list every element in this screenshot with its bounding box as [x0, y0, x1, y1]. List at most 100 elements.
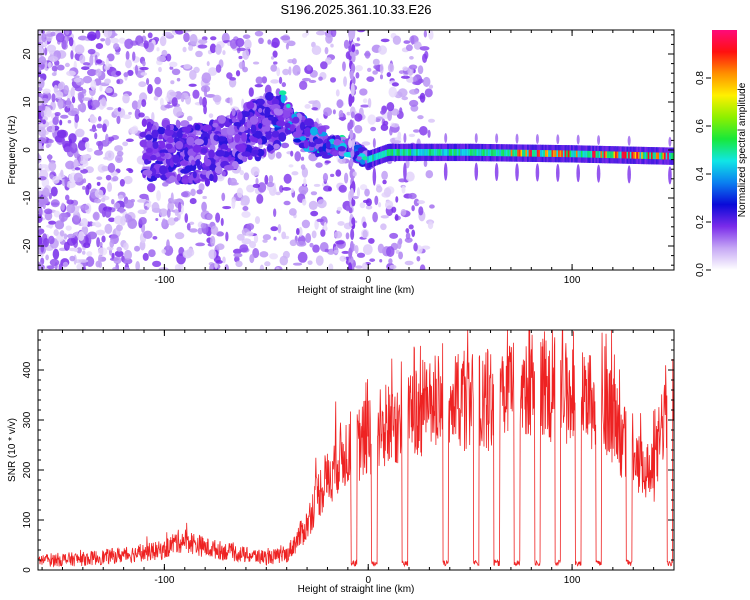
spectrogram-cell — [246, 101, 255, 110]
spectrogram-cell — [96, 237, 101, 248]
spectrogram-cell — [283, 173, 292, 184]
spectrogram-cell — [112, 175, 119, 182]
spectrogram-cell — [422, 149, 426, 156]
spectrogram-cell — [321, 154, 332, 159]
spectrogram-cell — [410, 35, 415, 46]
spectrogram-cell — [250, 137, 259, 143]
spectrogram-cell — [618, 151, 621, 159]
spectrogram-cell — [159, 149, 169, 154]
spectrogram-cell — [350, 82, 355, 97]
spectrogram-cell — [40, 110, 45, 118]
spectrogram-cell — [249, 115, 259, 125]
spectrogram-cell — [165, 143, 173, 150]
spectrogram-cell — [602, 151, 605, 158]
spectrogram-cell — [66, 97, 71, 109]
spectrogram-cell — [38, 186, 44, 192]
spectrogram-cell — [194, 138, 205, 146]
spectrogram-cell — [336, 206, 343, 212]
spectrogram-cell — [95, 229, 106, 236]
spectrogram-cell — [299, 80, 308, 91]
spectrogram-cell — [261, 76, 268, 84]
spectrogram-cell — [162, 181, 169, 187]
spectrogram-cell — [241, 210, 251, 218]
spectrogram-cell — [304, 104, 311, 109]
spectrogram-cell — [413, 198, 420, 207]
spectrogram-cell — [283, 200, 291, 206]
spectrogram-cell — [51, 124, 55, 133]
spectrogram-cell — [400, 75, 410, 79]
spectrogram-cell — [59, 119, 63, 126]
spectrogram-cell — [308, 79, 317, 84]
spectrogram-cell — [264, 106, 270, 117]
spectrogram-cell — [235, 37, 245, 48]
spectrogram-cell — [396, 149, 400, 156]
spectrogram-cell — [122, 257, 133, 265]
spectrogram-cell — [562, 150, 566, 158]
spectrogram-cell — [204, 158, 212, 167]
spectrogram-cell — [123, 72, 129, 78]
spectrogram-cell — [387, 63, 395, 73]
spectrogram-cell — [74, 167, 81, 171]
spectrogram-cell — [114, 145, 123, 152]
spectrogram-cell — [101, 165, 110, 172]
spectrogram-cell — [110, 37, 120, 44]
spectrogram-cell — [405, 171, 415, 182]
spectrogram-cell — [73, 77, 82, 83]
spectrogram-cell — [349, 157, 354, 167]
spectrogram-cell — [421, 149, 424, 156]
spectrogram-cell — [154, 173, 161, 178]
spectrogram-cell — [141, 118, 147, 127]
spectrogram-cell — [417, 65, 424, 75]
spectrogram-cell — [422, 53, 428, 64]
spectrogram-cell — [53, 229, 59, 237]
spectrogram-cell — [531, 149, 535, 157]
spectrogram-cell — [180, 120, 190, 128]
spectrogram-cell — [386, 72, 392, 78]
spectrogram-cell — [631, 151, 634, 159]
spectrogram-cell — [38, 231, 43, 236]
spectrogram-cell — [116, 246, 123, 252]
spectrogram-cell — [168, 175, 176, 183]
spectrogram-cell — [169, 61, 178, 68]
spectrogram-cell — [397, 239, 402, 250]
spectrogram-cell — [510, 149, 514, 157]
spectrogram-cell — [208, 149, 215, 159]
spectrogram-cell — [497, 149, 501, 157]
spectrogram-cell — [180, 168, 190, 174]
spectrogram-cell — [140, 72, 148, 76]
spectrogram-cell — [242, 34, 251, 39]
spectrogram-cell — [190, 188, 196, 197]
spectrogram-cell — [414, 149, 418, 156]
spectrogram-cell — [659, 152, 662, 160]
spectrogram-cell — [372, 211, 378, 223]
spectrogram-cell — [222, 205, 232, 210]
spectrogram-cell — [665, 152, 669, 160]
spectrogram-cell — [275, 151, 282, 159]
spectrogram-cell — [215, 259, 223, 264]
spectrogram-cell — [351, 217, 356, 226]
y-tick-label: 100 — [22, 511, 33, 528]
spectrogram-cell — [38, 56, 47, 65]
spectrogram-cell — [310, 126, 318, 136]
spectrogram-cell — [95, 42, 104, 50]
spectrogram-cell — [351, 44, 356, 53]
spectrogram-cell — [528, 149, 532, 157]
spectrogram-cell — [383, 150, 387, 158]
spectrogram-cell — [103, 156, 109, 160]
spectrogram-cell — [116, 150, 124, 157]
spectrogram-cell — [463, 149, 466, 156]
spectrogram-cell — [189, 34, 198, 46]
spectrogram-cell — [66, 237, 77, 246]
spectrogram-cell — [423, 159, 428, 167]
colorbar-label: Normalized spectral amplitude — [737, 82, 748, 217]
spectrogram-cell — [368, 155, 372, 163]
spectrogram-cell — [301, 116, 306, 121]
spectrogram-cell — [293, 138, 302, 143]
spectrogram-cell — [138, 81, 147, 88]
spectrogram-cell — [195, 242, 206, 247]
spectrogram-cell — [402, 66, 408, 71]
spectrogram-cell — [144, 205, 148, 210]
spectrogram-cell — [212, 94, 222, 103]
spectrogram-cell — [208, 67, 218, 76]
